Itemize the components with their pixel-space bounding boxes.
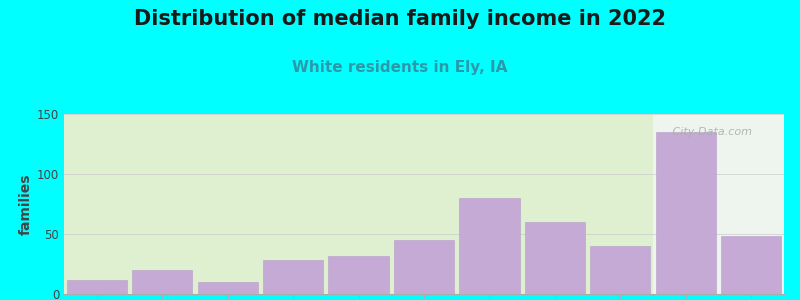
Bar — [263, 260, 323, 294]
Bar — [198, 282, 258, 294]
Bar — [656, 132, 716, 294]
Text: White residents in Ely, IA: White residents in Ely, IA — [292, 60, 508, 75]
Bar — [525, 222, 585, 294]
Bar — [590, 246, 650, 294]
Bar — [394, 240, 454, 294]
Bar — [653, 114, 800, 294]
Bar — [132, 270, 192, 294]
Bar — [329, 256, 389, 294]
Y-axis label: families: families — [18, 173, 33, 235]
Bar — [64, 114, 653, 294]
Text: City-Data.com: City-Data.com — [662, 127, 752, 136]
Bar — [721, 236, 782, 294]
Text: Distribution of median family income in 2022: Distribution of median family income in … — [134, 9, 666, 29]
Bar — [459, 198, 519, 294]
Bar — [66, 280, 127, 294]
